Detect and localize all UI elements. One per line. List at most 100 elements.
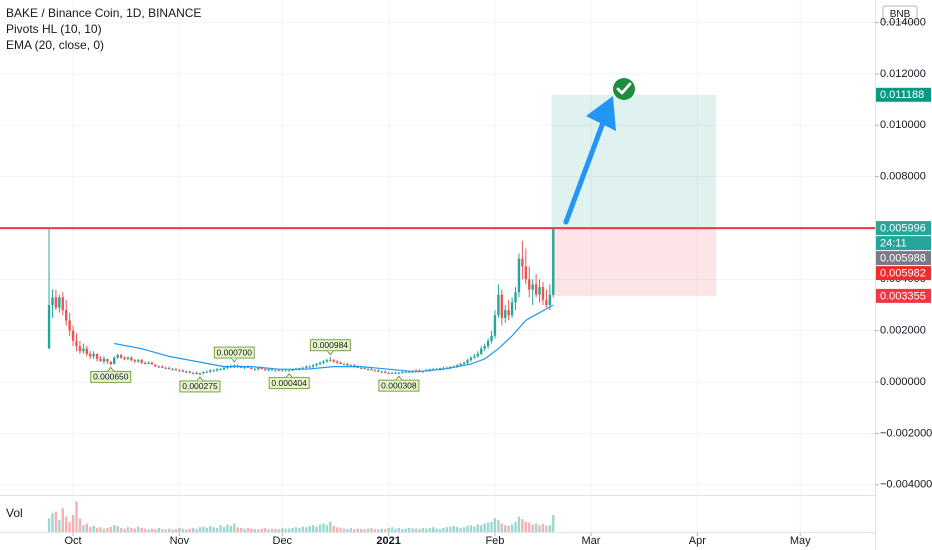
currency: BNB: [890, 9, 911, 20]
pivot-label: 0.000404: [271, 378, 307, 388]
volume-bar: [260, 528, 263, 532]
volume-bar: [305, 527, 308, 532]
arrow-shaft: [563, 117, 607, 225]
volume-bar: [401, 528, 404, 532]
volume-bar: [480, 525, 483, 532]
volume-bar: [51, 513, 54, 532]
check-icon: [613, 78, 635, 100]
x-tick-label: May: [790, 535, 811, 547]
volume-bar: [154, 529, 157, 532]
volume-bar: [318, 524, 322, 532]
pivot-pointer: [326, 350, 334, 356]
candle-body: [284, 370, 287, 372]
volume-bar: [507, 525, 510, 532]
volume-bar: [226, 524, 229, 532]
candle-body: [373, 370, 377, 372]
candle-body: [99, 358, 102, 362]
candle-body: [219, 369, 222, 370]
candle-body: [476, 353, 480, 357]
candle-body: [195, 373, 198, 375]
candle-body: [404, 371, 407, 373]
volume-bar: [346, 528, 349, 532]
volume-bar: [473, 526, 476, 532]
price-label-box: [876, 266, 931, 281]
y-tick-label: −0.004000: [880, 479, 932, 491]
volume-bar: [390, 527, 394, 532]
volume-bar: [99, 527, 102, 532]
indicator-label: Pivots HL (10, 10): [6, 22, 102, 36]
candle-body: [243, 366, 246, 368]
volume-bar: [462, 527, 466, 532]
candle-body: [315, 364, 318, 366]
pivot-pointer: [107, 366, 115, 372]
volume-bar: [195, 528, 198, 532]
candle-body: [75, 340, 78, 347]
candle-body: [363, 367, 366, 370]
candle-body: [329, 360, 332, 362]
candle-body: [325, 360, 329, 362]
candle-body: [353, 365, 356, 367]
volume-bar: [287, 528, 291, 532]
candle-body: [54, 297, 58, 308]
x-tick-label: Oct: [64, 535, 81, 547]
candle-body: [483, 346, 486, 349]
candle-body: [480, 348, 483, 354]
pivot: 0.000308: [378, 375, 420, 392]
candle-body: [233, 365, 236, 367]
pivot: 0.000984: [309, 339, 351, 356]
price-label: 0.005988: [880, 252, 926, 264]
volume-bar: [349, 527, 353, 532]
candle-body: [267, 369, 270, 371]
candle-body: [291, 369, 294, 371]
candle-body: [102, 358, 106, 362]
volume-bar: [500, 523, 504, 532]
volume-bar: [483, 523, 486, 532]
grid: Oct Nov Dec 2021 Feb Mar Apr May: [0, 0, 875, 547]
volume-bar: [438, 528, 442, 532]
candle-body: [370, 369, 373, 371]
pivot-label: 0.000308: [381, 380, 417, 390]
candle-body: [143, 362, 147, 365]
x-tick-label: Nov: [170, 535, 190, 547]
volume-bar: [233, 523, 236, 532]
indicator-label: EMA (20, close, 0): [6, 38, 104, 52]
candle-body: [178, 370, 181, 372]
volume-bar: [521, 519, 524, 532]
volume-bar: [150, 528, 154, 532]
candle-body: [140, 360, 143, 363]
candle-body: [394, 373, 397, 374]
y-tick-label: 0.002000: [880, 325, 926, 337]
x-tick-label: Mar: [582, 535, 601, 547]
candle-body: [89, 353, 92, 357]
candle-body: [215, 369, 219, 371]
volume-bar: [524, 521, 528, 532]
candle-body: [301, 367, 305, 369]
volume-bar: [428, 527, 431, 532]
candle-body: [510, 302, 514, 316]
volume-bar: [414, 528, 418, 532]
volume-bar: [116, 525, 119, 532]
volume-bar: [449, 526, 452, 532]
candle-body: [85, 348, 88, 354]
candle-body: [428, 369, 431, 371]
candle-body: [342, 364, 346, 365]
candle-body: [222, 367, 226, 370]
price-label-box: [876, 236, 931, 251]
x-tick-label: 2021: [376, 535, 400, 547]
volume-bar: [185, 529, 188, 532]
candle-body: [534, 284, 538, 295]
volume-bar: [466, 525, 469, 532]
candle-body: [167, 367, 171, 370]
candle-body: [174, 369, 178, 371]
candle-body: [157, 366, 161, 368]
volume-bar: [497, 520, 500, 532]
candle-body: [462, 362, 466, 365]
volume-bar: [298, 527, 301, 532]
volume-bar: [514, 521, 517, 532]
volume-bar: [277, 529, 281, 532]
price-label: 0.011188: [880, 89, 924, 101]
pivot: 0.000650: [90, 366, 132, 383]
candle-body: [51, 297, 54, 306]
volume-bar: [274, 528, 277, 532]
volume-bar: [147, 529, 150, 532]
